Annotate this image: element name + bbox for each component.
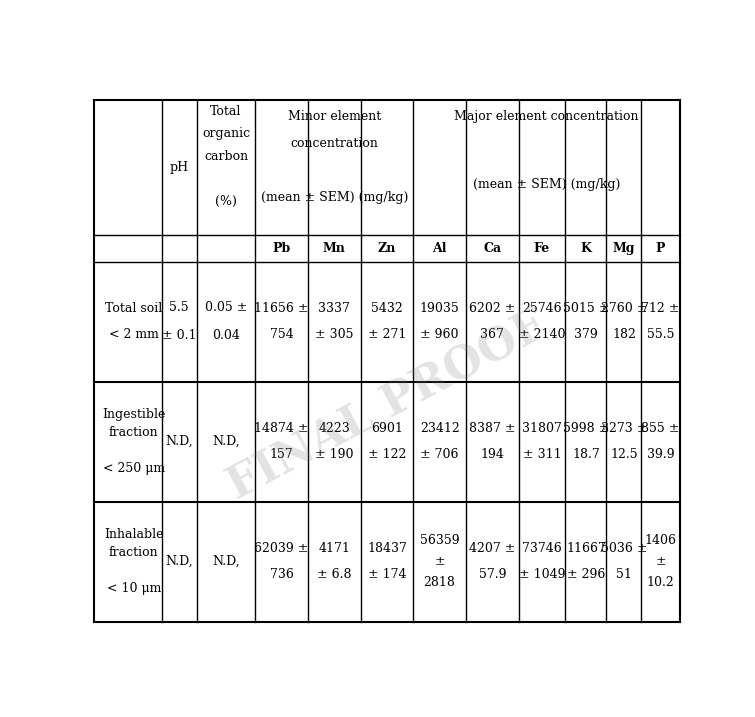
Text: 5432: 5432: [371, 303, 403, 315]
Text: Major element concentration: Major element concentration: [455, 110, 639, 123]
Text: 5015 ±: 5015 ±: [562, 303, 609, 315]
Text: Ca: Ca: [483, 242, 501, 255]
Text: 8387 ±: 8387 ±: [469, 422, 516, 435]
Text: Fe: Fe: [534, 242, 550, 255]
Text: P: P: [656, 242, 665, 255]
Text: ± 122: ± 122: [368, 447, 406, 460]
Text: 3337: 3337: [319, 303, 350, 315]
Text: 25746: 25746: [522, 303, 562, 315]
Text: 14874 ±: 14874 ±: [254, 422, 309, 435]
Text: 2818: 2818: [424, 576, 455, 589]
Text: 57.9: 57.9: [479, 568, 506, 581]
Text: Inhalable: Inhalable: [104, 528, 164, 541]
Text: Al: Al: [433, 242, 447, 255]
Text: Total: Total: [211, 105, 242, 118]
Text: 2760 ±: 2760 ±: [601, 303, 647, 315]
Text: Zn: Zn: [378, 242, 396, 255]
Text: ± 6.8: ± 6.8: [317, 568, 352, 581]
Text: N.D,: N.D,: [165, 435, 193, 448]
Text: (%): (%): [215, 195, 237, 208]
Text: ±: ±: [434, 555, 445, 568]
Text: 194: 194: [480, 447, 504, 460]
Text: (mean ± SEM) (mg/kg): (mean ± SEM) (mg/kg): [473, 178, 620, 191]
Text: organic: organic: [202, 127, 250, 141]
Text: ± 0.1: ± 0.1: [162, 329, 196, 342]
Text: 182: 182: [612, 328, 636, 341]
Text: 4207 ±: 4207 ±: [469, 543, 516, 556]
Text: 712 ±: 712 ±: [641, 303, 680, 315]
Text: concentration: concentration: [291, 137, 378, 150]
Text: 62039 ±: 62039 ±: [254, 543, 309, 556]
Text: 736: 736: [270, 568, 294, 581]
Text: Mg: Mg: [612, 242, 635, 255]
Text: 31807: 31807: [522, 422, 562, 435]
Text: ±: ±: [655, 555, 666, 568]
Text: 855 ±: 855 ±: [641, 422, 680, 435]
Text: 0.05 ±: 0.05 ±: [205, 301, 247, 314]
Text: fraction: fraction: [109, 426, 159, 439]
Text: 4223: 4223: [319, 422, 350, 435]
Text: K: K: [581, 242, 591, 255]
Text: ± 305: ± 305: [315, 328, 353, 341]
Text: 73746: 73746: [522, 543, 562, 556]
Text: ± 174: ± 174: [368, 568, 406, 581]
Text: 1406: 1406: [645, 534, 676, 547]
Text: N.D,: N.D,: [212, 435, 240, 448]
Text: fraction: fraction: [109, 546, 159, 559]
Text: 0.04: 0.04: [212, 329, 240, 342]
Text: < 250 μm: < 250 μm: [103, 462, 165, 475]
Text: 19035: 19035: [420, 303, 460, 315]
Text: 4171: 4171: [319, 543, 350, 556]
Text: 11656 ±: 11656 ±: [254, 303, 309, 315]
Text: FINAL PROOF: FINAL PROOF: [220, 304, 553, 508]
Text: Ingestible: Ingestible: [102, 408, 165, 422]
Text: 11667: 11667: [566, 543, 606, 556]
Text: 51: 51: [616, 568, 632, 581]
Text: (mean ± SEM) (mg/kg): (mean ± SEM) (mg/kg): [260, 191, 408, 204]
Text: 6202 ±: 6202 ±: [469, 303, 516, 315]
Text: ± 706: ± 706: [421, 447, 459, 460]
Text: 39.9: 39.9: [647, 447, 674, 460]
Text: Total soil: Total soil: [105, 303, 162, 315]
Text: ± 2140: ± 2140: [519, 328, 565, 341]
Text: 55.5: 55.5: [647, 328, 674, 341]
Text: 5998 ±: 5998 ±: [562, 422, 609, 435]
Text: 23412: 23412: [420, 422, 460, 435]
Text: 367: 367: [480, 328, 504, 341]
Text: ± 190: ± 190: [315, 447, 353, 460]
Text: ± 960: ± 960: [421, 328, 459, 341]
Text: Pb: Pb: [273, 242, 291, 255]
Text: Mn: Mn: [323, 242, 346, 255]
Text: N.D,: N.D,: [165, 555, 193, 568]
Text: pH: pH: [170, 161, 189, 174]
Text: < 10 μm: < 10 μm: [106, 581, 161, 595]
Text: ± 271: ± 271: [368, 328, 406, 341]
Text: 56359: 56359: [420, 534, 459, 547]
Text: 754: 754: [270, 328, 294, 341]
Text: ± 296: ± 296: [567, 568, 605, 581]
Text: 18.7: 18.7: [572, 447, 599, 460]
Text: 157: 157: [270, 447, 294, 460]
Text: 5.5: 5.5: [169, 301, 189, 314]
Text: N.D,: N.D,: [212, 555, 240, 568]
Text: 6901: 6901: [371, 422, 403, 435]
Text: carbon: carbon: [204, 150, 248, 163]
Text: < 2 mm: < 2 mm: [109, 328, 159, 341]
Text: 3273 ±: 3273 ±: [601, 422, 647, 435]
Text: 379: 379: [574, 328, 598, 341]
Text: ± 311: ± 311: [522, 447, 561, 460]
Text: 5036 ±: 5036 ±: [601, 543, 647, 556]
Text: 10.2: 10.2: [646, 576, 674, 589]
Text: Minor element: Minor element: [288, 110, 381, 123]
Text: 18437: 18437: [367, 543, 407, 556]
Text: 12.5: 12.5: [610, 447, 638, 460]
Text: ± 1049: ± 1049: [519, 568, 565, 581]
